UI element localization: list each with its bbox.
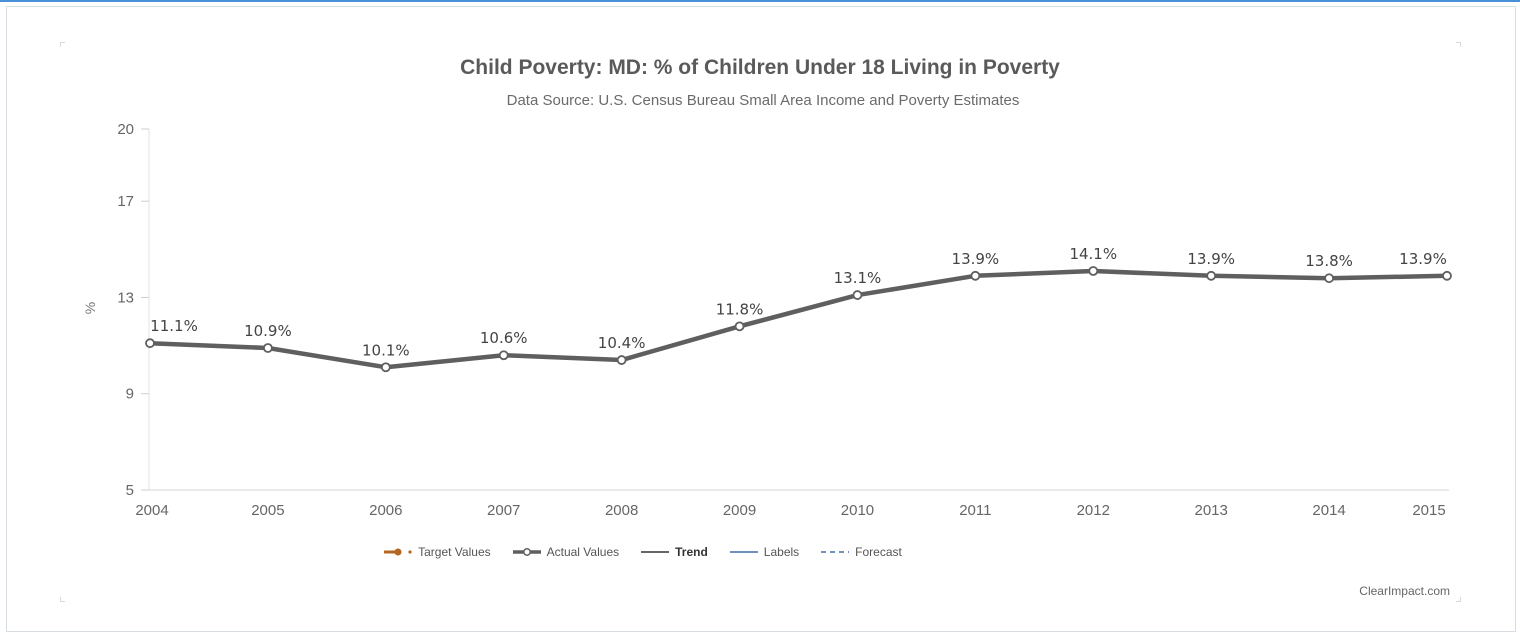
legend-label: Target Values bbox=[418, 545, 491, 559]
x-tick-label: 2010 bbox=[841, 502, 874, 519]
data-label: 13.1% bbox=[834, 269, 882, 287]
x-tick-label: 2014 bbox=[1312, 502, 1345, 519]
legend-label: Actual Values bbox=[546, 545, 620, 559]
y-tick-label: 13 bbox=[117, 289, 134, 306]
data-label: 13.9% bbox=[952, 250, 1000, 268]
data-label: 13.8% bbox=[1305, 252, 1353, 270]
legend-item[interactable]: Trend bbox=[639, 545, 708, 559]
x-tick-label: 2009 bbox=[723, 502, 756, 519]
data-point bbox=[263, 343, 273, 353]
corner-mark bbox=[60, 597, 65, 602]
legend-item[interactable]: Forecast bbox=[819, 545, 902, 559]
data-label: 10.6% bbox=[480, 329, 528, 347]
legend-swatch-icon bbox=[641, 551, 670, 553]
chart-title: Child Poverty: MD: % of Children Under 1… bbox=[460, 56, 1060, 79]
axes: 5 9 13 17 20% 2004 2005 2006 2007 2008 2009 2010 201… bbox=[82, 121, 1449, 519]
data-label: 14.1% bbox=[1069, 245, 1117, 263]
corner-mark bbox=[1456, 42, 1461, 47]
x-tick-label: 2013 bbox=[1194, 502, 1227, 519]
data-point bbox=[616, 355, 627, 365]
y-tick-label: 5 bbox=[126, 482, 134, 499]
legend-swatch-icon bbox=[729, 551, 758, 553]
x-tick-label: 2006 bbox=[369, 502, 402, 519]
legend-label: Labels bbox=[763, 545, 800, 559]
legend-item[interactable]: Labels bbox=[728, 545, 799, 559]
y-tick-label: 17 bbox=[117, 193, 134, 210]
data-point bbox=[1088, 266, 1099, 276]
data-label: 13.9% bbox=[1187, 250, 1235, 268]
data-point bbox=[1206, 270, 1217, 281]
data-point bbox=[1442, 270, 1452, 281]
x-tick-label: 2008 bbox=[605, 502, 638, 519]
x-tick-label: 2012 bbox=[1077, 502, 1110, 519]
plot-area: 11.1% 10.9% 10.1% 10.6% 10.4% 11.8% 13.1% 13.9%… bbox=[145, 245, 1452, 373]
x-tick-label: 2005 bbox=[251, 502, 284, 519]
legend-label: Trend bbox=[675, 545, 708, 559]
data-label: 10.4% bbox=[598, 334, 646, 352]
legend-item[interactable]: Actual Values bbox=[511, 545, 620, 559]
corner-mark bbox=[60, 42, 65, 47]
x-tick-label: 2007 bbox=[487, 502, 520, 519]
y-axis-title: % bbox=[82, 302, 98, 314]
legend-item[interactable]: Target Values bbox=[382, 545, 491, 559]
chart-subtitle: Data Source: U.S. Census Bureau Small Ar… bbox=[506, 92, 1020, 109]
x-tick-label: 2015 bbox=[1412, 502, 1445, 519]
credit-link[interactable]: ClearImpact.com bbox=[1359, 584, 1450, 598]
data-label: 10.1% bbox=[362, 341, 410, 359]
y-tick-label: 20 bbox=[117, 121, 134, 138]
data-point bbox=[145, 338, 155, 349]
data-point bbox=[734, 321, 745, 332]
data-point bbox=[380, 362, 391, 373]
x-tick-label: 2011 bbox=[959, 502, 991, 519]
data-label: 10.9% bbox=[244, 322, 292, 340]
x-tick-label: 2004 bbox=[135, 502, 168, 519]
data-point bbox=[1324, 273, 1334, 284]
data-label: 11.8% bbox=[716, 300, 764, 318]
data-point bbox=[498, 350, 509, 361]
legend-swatch-icon bbox=[384, 548, 412, 556]
data-label: 11.1% bbox=[150, 317, 198, 335]
top-accent-line bbox=[0, 0, 1520, 2]
data-point bbox=[970, 270, 981, 281]
legend-label: Forecast bbox=[855, 545, 902, 559]
chart-legend: Target Values Actual Values Trend Labels For… bbox=[0, 545, 1284, 559]
y-tick-label: 9 bbox=[126, 386, 134, 403]
data-point bbox=[852, 290, 863, 300]
corner-mark bbox=[1456, 597, 1461, 602]
series-line-actual-values bbox=[147, 268, 1450, 370]
data-label: 13.9% bbox=[1399, 250, 1447, 268]
legend-swatch-icon bbox=[512, 548, 541, 556]
legend-swatch-icon bbox=[821, 551, 850, 553]
